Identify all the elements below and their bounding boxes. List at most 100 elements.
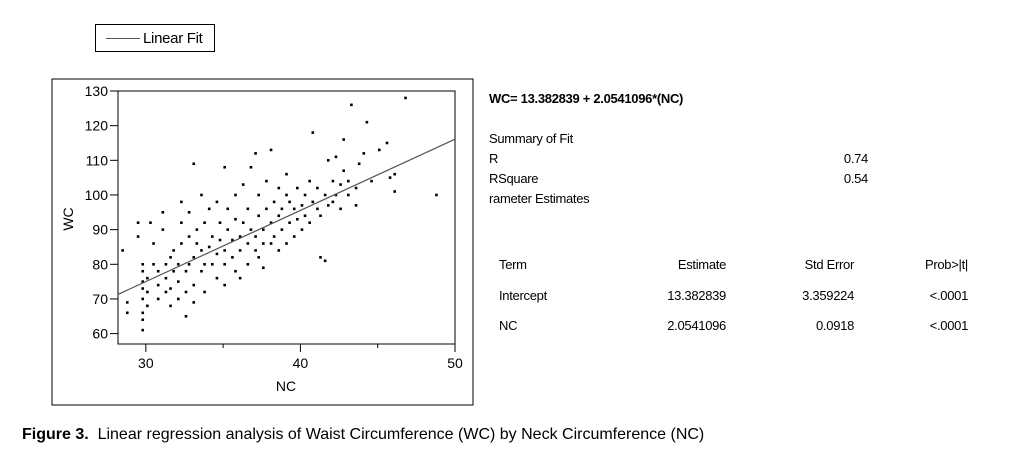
y-tick-label: 110: [86, 152, 109, 168]
data-points: [121, 96, 438, 332]
figure-caption-label: Figure 3.: [22, 426, 89, 443]
data-point: [146, 290, 149, 294]
data-point: [342, 138, 345, 141]
data-point: [342, 169, 345, 173]
data-point: [234, 269, 237, 273]
data-point: [195, 228, 199, 231]
data-point: [288, 200, 291, 204]
data-point: [435, 193, 438, 197]
data-point: [218, 238, 222, 242]
data-point: [152, 262, 155, 266]
parameter-estimates-heading: rameter Estimates: [489, 191, 590, 206]
data-point: [393, 172, 397, 176]
data-point: [141, 318, 145, 322]
data-point: [404, 96, 407, 100]
data-point: [269, 221, 273, 224]
data-point: [192, 283, 196, 287]
data-point: [285, 172, 288, 176]
data-point: [203, 221, 206, 224]
data-point: [146, 304, 149, 308]
data-point: [331, 200, 335, 204]
regression-equation: WC= 13.382839 + 2.0541096*(NC): [489, 91, 684, 106]
data-point: [234, 193, 237, 197]
data-point: [187, 262, 191, 266]
data-point: [164, 290, 168, 294]
data-point: [311, 200, 315, 204]
summary-r-value: 0.74: [843, 151, 868, 166]
figure-caption: Figure 3. Linear regression analysis of …: [22, 426, 704, 444]
data-point: [265, 179, 268, 183]
data-point: [262, 228, 265, 231]
data-point: [323, 193, 327, 197]
data-point: [169, 256, 172, 259]
fit-line: [117, 138, 456, 295]
data-point: [149, 221, 152, 224]
data-point: [141, 269, 145, 273]
data-point: [277, 186, 281, 190]
y-tick-label: 100: [85, 187, 109, 203]
data-point: [192, 162, 196, 166]
data-point: [218, 221, 222, 224]
data-point: [176, 297, 180, 301]
data-point: [303, 214, 307, 218]
data-point: [319, 256, 322, 259]
data-point: [254, 249, 257, 252]
data-point: [350, 103, 353, 107]
data-point: [300, 228, 304, 231]
data-point: [285, 193, 288, 197]
data-point: [203, 262, 206, 266]
param-row-term: NC: [499, 318, 518, 333]
y-tick-label: 80: [92, 256, 108, 272]
data-point: [187, 211, 191, 214]
data-point: [125, 311, 129, 315]
data-point: [176, 262, 180, 266]
data-point: [207, 207, 211, 211]
data-point: [319, 214, 322, 218]
param-header-term: Term: [499, 257, 527, 272]
data-point: [146, 276, 149, 280]
data-point: [238, 276, 242, 280]
data-point: [280, 228, 284, 231]
data-point: [347, 179, 350, 183]
data-point: [161, 211, 165, 214]
data-point: [223, 165, 226, 169]
x-tick-label: 30: [138, 355, 154, 371]
data-point: [272, 235, 276, 238]
data-point: [136, 221, 140, 224]
data-point: [200, 249, 203, 252]
data-point: [331, 179, 335, 183]
data-point: [334, 155, 338, 159]
legend: Linear Fit: [95, 24, 215, 52]
data-point: [254, 235, 257, 238]
data-point: [354, 204, 358, 207]
param-row-prob: <.0001: [929, 288, 969, 303]
data-point: [215, 276, 219, 280]
y-tick-label: 90: [92, 222, 108, 238]
data-point: [207, 245, 211, 249]
y-tick-label: 70: [92, 291, 108, 307]
data-point: [141, 287, 145, 290]
data-point: [311, 131, 315, 134]
data-point: [292, 207, 296, 211]
param-header-std-error: Std Error: [804, 257, 855, 272]
param-header-prob: Prob>|t|: [924, 257, 968, 272]
param-row-estimate: 2.0541096: [667, 318, 726, 333]
data-point: [347, 193, 350, 197]
data-point: [192, 256, 196, 259]
data-point: [365, 120, 369, 124]
data-point: [316, 186, 319, 190]
data-point: [254, 152, 257, 155]
summary-heading: Summary of Fit: [489, 131, 573, 146]
param-row-estimate: 13.382839: [667, 288, 726, 303]
data-point: [296, 186, 299, 190]
plot-area: [117, 90, 456, 345]
data-point: [292, 235, 296, 238]
data-point: [210, 262, 214, 266]
legend-line-swatch: [106, 38, 140, 39]
data-point: [357, 162, 361, 166]
data-point: [288, 221, 291, 224]
summary-r-label: R: [489, 151, 499, 166]
data-point: [269, 148, 273, 152]
data-point: [169, 287, 172, 290]
